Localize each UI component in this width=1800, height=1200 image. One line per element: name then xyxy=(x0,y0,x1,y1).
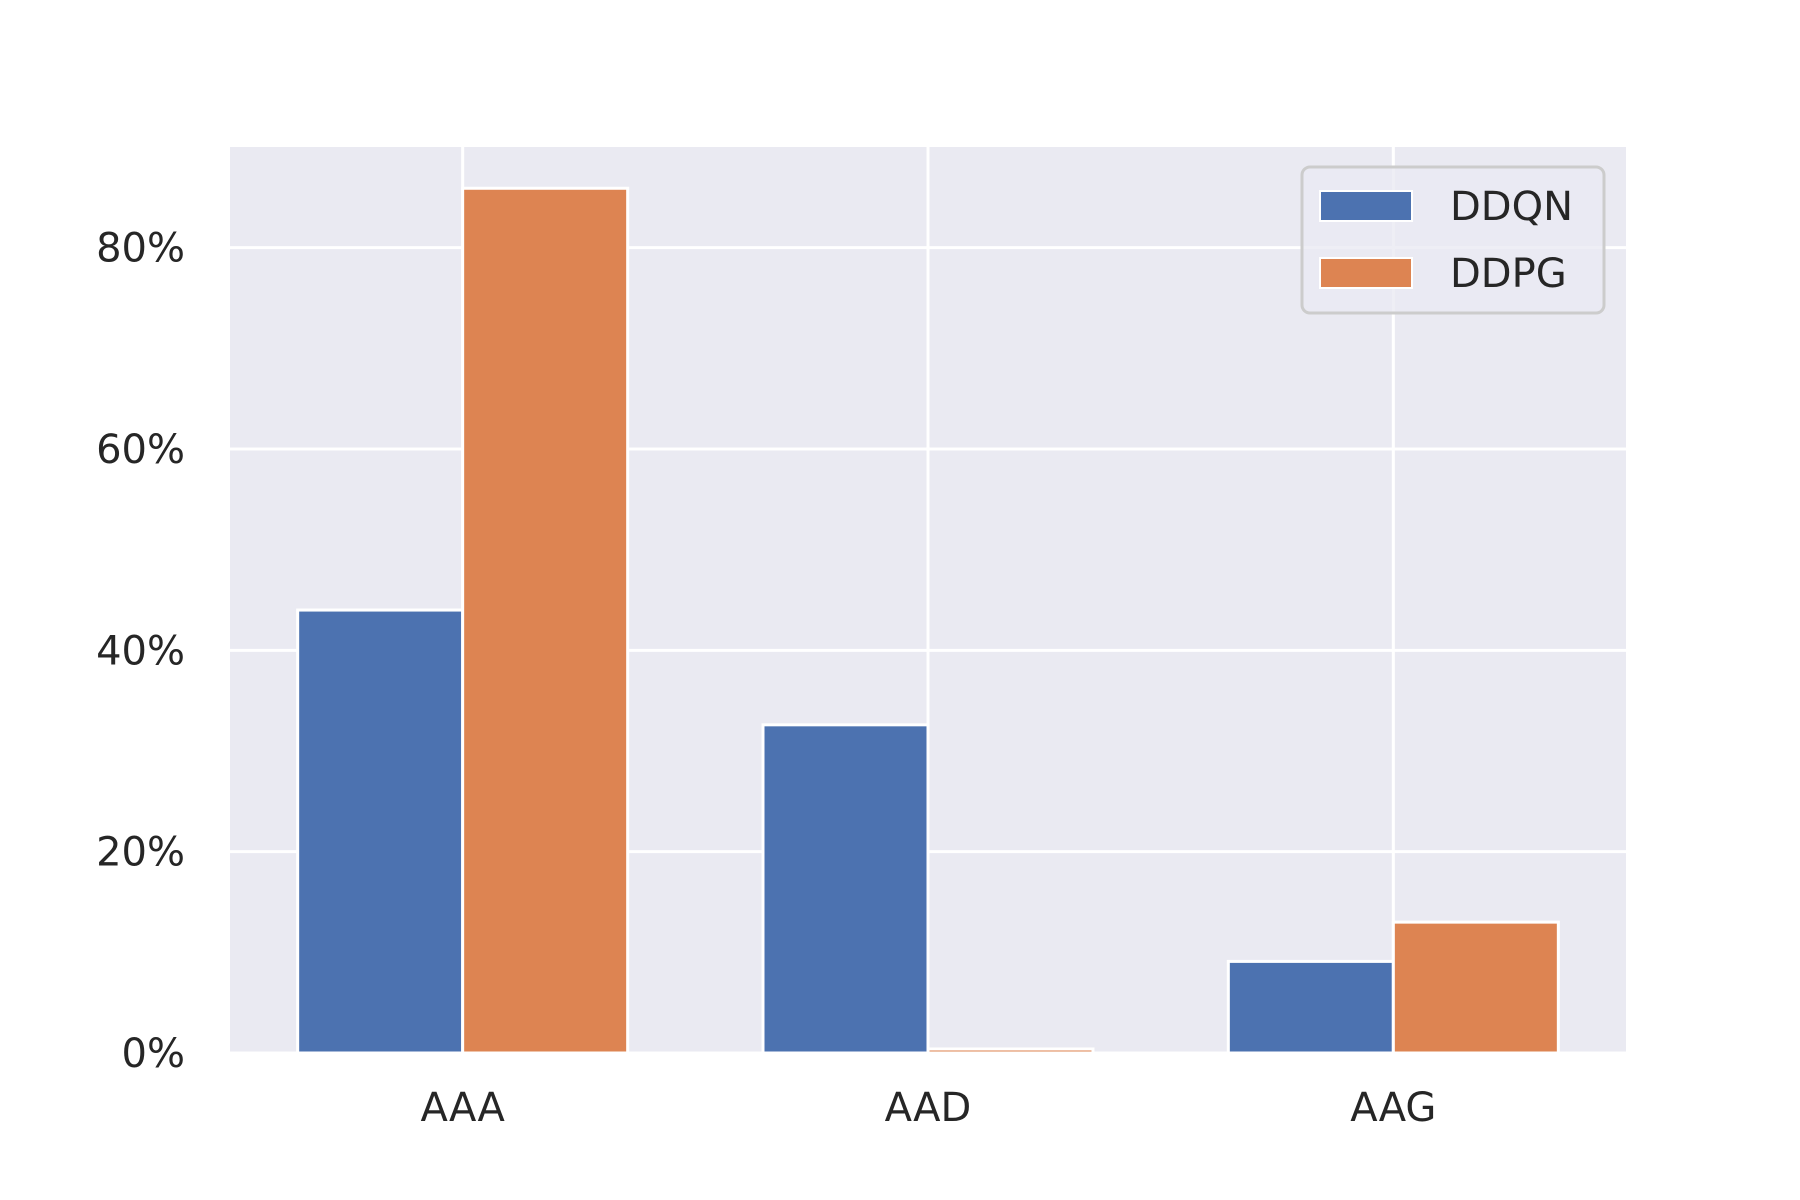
y-tick-label: 20% xyxy=(96,830,185,876)
y-tick-label: 60% xyxy=(96,427,185,473)
bar-ddqn-aaa xyxy=(296,608,465,1055)
y-tick-labels: 0% 20% 40% 60% 80% xyxy=(96,226,185,1077)
y-tick-label: 0% xyxy=(122,1031,185,1077)
bar-ddpg-aaa xyxy=(461,186,630,1055)
legend-label-ddpg: DDPG xyxy=(1450,251,1567,297)
bars-layer xyxy=(296,186,1560,1055)
bar-ddpg-aag xyxy=(1391,920,1560,1055)
legend: DDQN DDPG xyxy=(1300,165,1606,315)
legend-swatch-ddqn xyxy=(1319,190,1413,222)
x-tick-labels: AAA AAD AAG xyxy=(421,1085,1437,1131)
y-tick-label: 80% xyxy=(96,226,185,272)
legend-label-ddqn: DDQN xyxy=(1450,184,1573,230)
y-tick-label: 40% xyxy=(96,628,185,674)
x-tick-label: AAA xyxy=(421,1085,506,1131)
bar-ddqn-aag xyxy=(1226,959,1395,1055)
legend-swatch-ddpg xyxy=(1319,257,1413,289)
bar-ddpg-aad xyxy=(926,1047,1095,1055)
x-tick-label: AAG xyxy=(1350,1085,1436,1131)
bar-ddqn-aad xyxy=(761,723,930,1055)
x-tick-label: AAD xyxy=(885,1085,972,1131)
